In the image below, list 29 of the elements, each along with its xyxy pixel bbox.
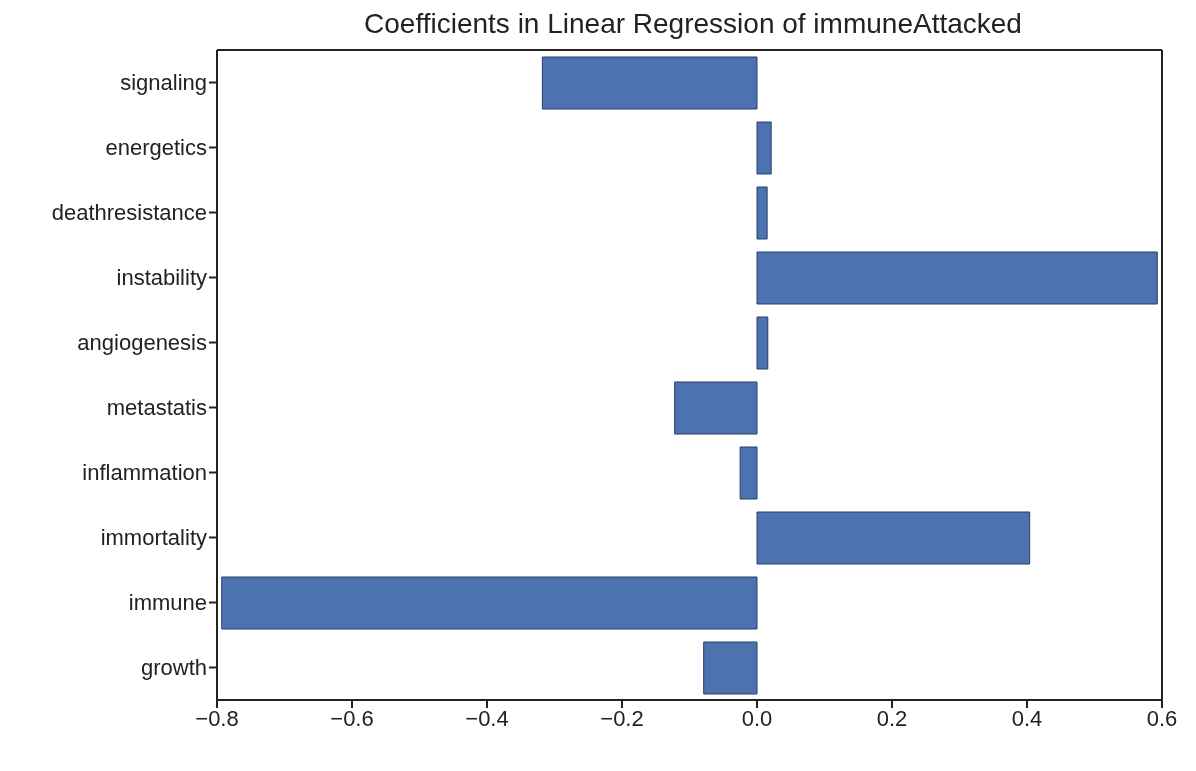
- y-tick-label: inflammation: [82, 460, 207, 486]
- bar: [756, 186, 768, 240]
- bar: [739, 446, 758, 500]
- x-tick-label: −0.2: [600, 705, 644, 731]
- bar: [756, 251, 1158, 305]
- x-tick-label: −0.4: [465, 705, 509, 731]
- y-tick-label: signaling: [120, 70, 207, 96]
- bar: [674, 381, 758, 435]
- y-tick-label: immune: [128, 590, 207, 616]
- bar: [703, 641, 758, 695]
- bar: [541, 56, 758, 110]
- y-tick-label: angiogenesis: [77, 330, 207, 356]
- bar: [756, 511, 1031, 565]
- y-tick-label: metastatis: [106, 395, 207, 421]
- y-tick-label: deathresistance: [51, 200, 207, 226]
- y-tick-label: instability: [116, 265, 207, 291]
- chart-title: Coefficients in Linear Regression of immuneAttacked: [363, 8, 1023, 40]
- y-tick-label: energetics: [105, 135, 207, 161]
- y-tick-label: growth: [140, 655, 207, 681]
- x-tick-label: 0.2: [876, 705, 908, 731]
- x-tick-label: −0.8: [195, 705, 239, 731]
- x-tick-label: −0.6: [330, 705, 374, 731]
- bar: [221, 576, 758, 630]
- x-tick-label: 0.0: [741, 705, 773, 731]
- bar: [756, 316, 769, 370]
- bar: [756, 121, 772, 175]
- x-tick-label: 0.4: [1011, 705, 1043, 731]
- y-tick-label: immortality: [100, 525, 207, 551]
- x-tick-label: 0.6: [1146, 705, 1178, 731]
